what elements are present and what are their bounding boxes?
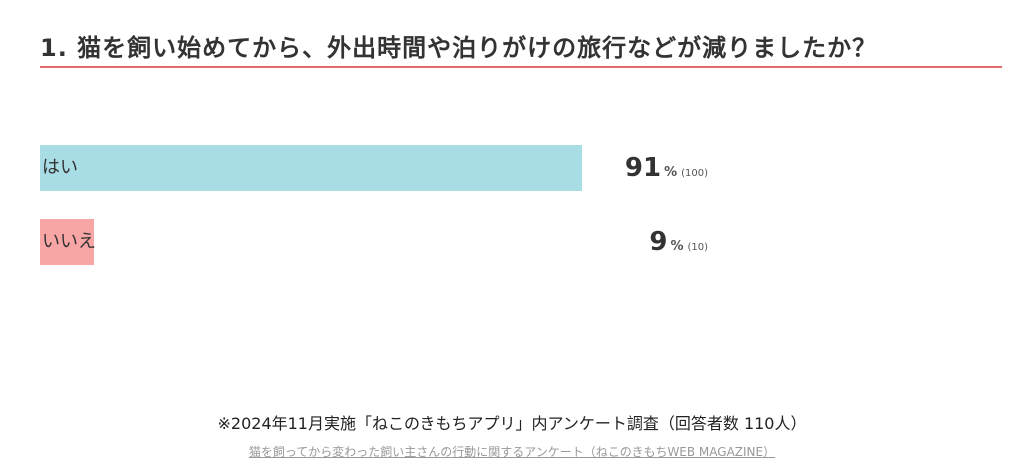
source-link-row: 猫を飼ってから変わった飼い主さんの行動に関するアンケート（ねこのきもちWEB M…	[0, 443, 1024, 461]
percent-sign: %	[670, 239, 684, 254]
percent-sign: %	[664, 165, 678, 180]
percent-value: 91	[624, 153, 662, 183]
bar-yes	[40, 145, 582, 191]
chart-title: 1. 猫を飼い始めてから、外出時間や泊りがけの旅行などが減りましたか？	[40, 34, 878, 62]
respondent-count: (100)	[681, 168, 708, 179]
title-underline	[40, 66, 1002, 68]
bar-label-yes: はい	[42, 157, 78, 178]
source-link[interactable]: 猫を飼ってから変わった飼い主さんの行動に関するアンケート（ねこのきもちWEB M…	[248, 445, 776, 459]
bar-label-no: いいえ	[42, 231, 96, 252]
bar-value-yes: 91% (100)	[578, 153, 708, 189]
respondent-count: (10)	[687, 242, 708, 253]
percent-value: 9	[649, 227, 668, 257]
survey-note: ※2024年11月実施「ねこのきもちアプリ」内アンケート調査（回答者数 110人…	[217, 414, 807, 433]
bar-no	[40, 219, 94, 265]
bar-value-no: 9% (10)	[578, 227, 708, 263]
